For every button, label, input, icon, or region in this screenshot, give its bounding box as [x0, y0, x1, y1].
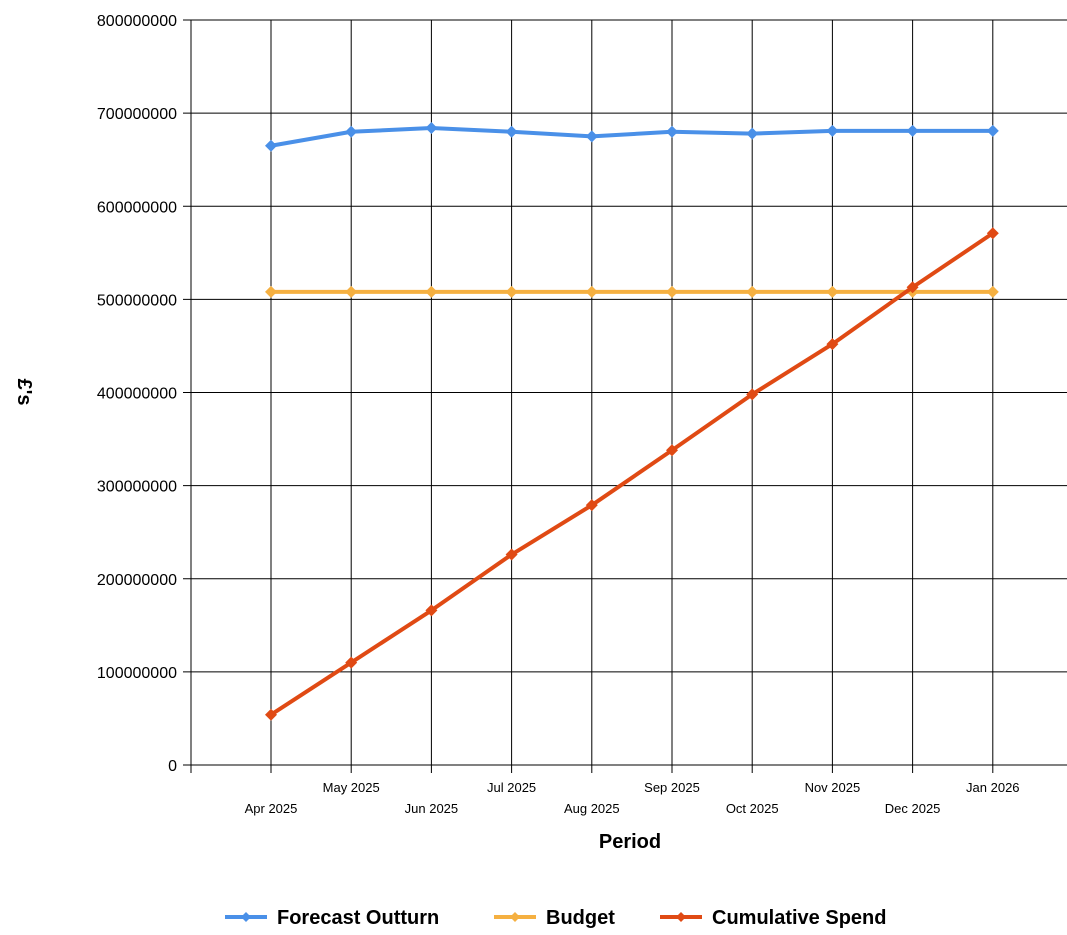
budget-point [505, 285, 518, 298]
y-tick-label: 0 [168, 758, 177, 775]
budget-legend-label: Budget [546, 907, 615, 929]
cumulative-spend-line [269, 231, 994, 717]
cumulative-spend-point [826, 338, 839, 351]
y-tick-label: 500000000 [97, 292, 177, 309]
budget-point [425, 285, 438, 298]
y-tick-label: 400000000 [97, 386, 177, 403]
cumulative-spend-point [986, 227, 999, 240]
cumulative-spend-point [505, 548, 518, 561]
forecast-outturn-point [666, 125, 678, 138]
forecast-outturn-legend-marker [241, 912, 251, 922]
forecast-outturn-point [746, 127, 759, 140]
cumulative-spend-point [666, 444, 678, 457]
x-axis-tick-labels: Apr 2025 May 2025 Jun 2025 Jul 2025 Aug 2025… [245, 780, 1020, 816]
budget-point [826, 285, 839, 298]
chart-axes [183, 19, 1067, 773]
cumulative-spend-point [425, 604, 438, 617]
y-tick-label: 200000000 [97, 572, 177, 589]
x-tick-label: May 2025 [323, 780, 380, 795]
budget-point [986, 285, 999, 298]
x-axis-title: Period [599, 831, 661, 853]
chart-legend: Forecast Outturn Budget Cumulative Spend [225, 907, 886, 929]
forecast-outturn-point [345, 125, 358, 138]
x-tick-label: Dec 2025 [885, 801, 941, 816]
cumulative-spend-point [585, 499, 598, 512]
y-tick-label: 600000000 [97, 199, 177, 216]
budget-point [585, 285, 598, 298]
x-tick-label: Sep 2025 [644, 780, 700, 795]
cumulative-spend-legend-marker [676, 912, 686, 922]
cumulative-spend-point [906, 281, 919, 294]
x-tick-label: Oct 2025 [726, 801, 779, 816]
forecast-outturn-point [265, 139, 277, 152]
x-tick-label: Apr 2025 [245, 801, 298, 816]
forecast-outturn-line [270, 126, 993, 148]
forecast-outturn-point [986, 124, 999, 137]
chart-gridlines [191, 19, 1067, 766]
budget-legend-marker [510, 912, 520, 922]
x-tick-label: Aug 2025 [564, 801, 620, 816]
forecast-outturn-point [425, 122, 438, 135]
forecast-outturn-point [505, 125, 518, 138]
x-tick-label: Jul 2025 [487, 780, 536, 795]
budget-point [746, 285, 759, 298]
cumulative-spend-legend-label: Cumulative Spend [712, 907, 886, 929]
x-tick-label: Jan 2026 [966, 780, 1020, 795]
x-tick-label: Jun 2025 [405, 801, 459, 816]
y-tick-label: 300000000 [97, 479, 177, 496]
chart-series [265, 122, 999, 721]
y-tick-label: 800000000 [97, 13, 177, 30]
cumulative-spend-point [265, 708, 277, 721]
cumulative-spend-point [746, 388, 759, 401]
budget-point [265, 285, 277, 298]
forecast-outturn-point [906, 124, 919, 137]
forecast-outturn-point [826, 124, 839, 137]
forecast-outturn-point [585, 130, 598, 143]
y-tick-label: 100000000 [97, 665, 177, 682]
x-tick-label: Nov 2025 [805, 780, 861, 795]
cumulative-spend-point [345, 656, 358, 669]
budget-point [666, 285, 678, 298]
y-axis-tick-labels: 0 100000000 200000000 300000000 400000000 500… [97, 13, 177, 775]
budget-point [345, 285, 358, 298]
y-tick-label: 700000000 [97, 106, 177, 123]
y-axis-title: £'s [13, 378, 35, 405]
forecast-outturn-legend-label: Forecast Outturn [277, 907, 439, 929]
